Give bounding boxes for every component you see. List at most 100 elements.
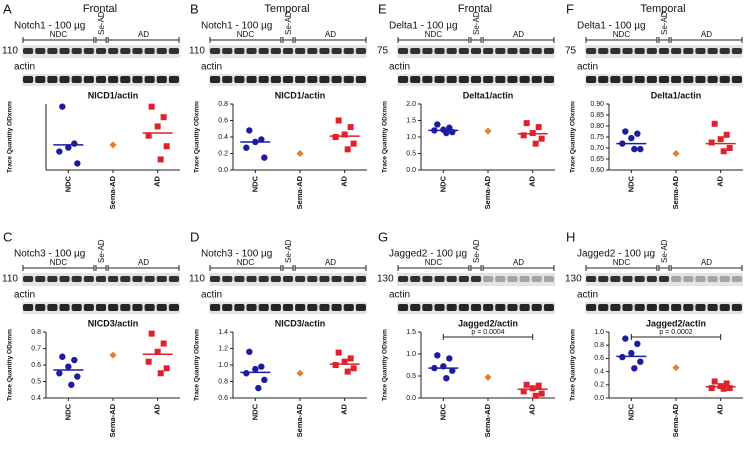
x-tick-label: NDC [626, 175, 635, 192]
blot-band [470, 48, 482, 54]
data-point [631, 365, 638, 372]
actin-band [507, 304, 518, 311]
blot-band [598, 48, 609, 54]
blot-group-label: AD [701, 30, 712, 39]
data-point [145, 358, 152, 365]
actin-band [355, 304, 366, 311]
actin-band [470, 76, 482, 83]
data-point [347, 124, 354, 131]
data-point [56, 148, 63, 155]
actin-band [95, 304, 107, 311]
region-title: Temporal [264, 3, 309, 15]
actin-band [307, 304, 318, 311]
actin-band [144, 76, 155, 83]
y-tick-label: 0.4 [594, 368, 604, 375]
blot-band [144, 276, 155, 282]
blot-group-label: Se-AD [284, 239, 293, 263]
actin-band [108, 304, 119, 311]
data-point [160, 114, 167, 121]
y-tick-label: 0.0 [218, 167, 228, 174]
blot-group-label: AD [701, 258, 712, 267]
actin-band [222, 304, 233, 311]
blot-band [695, 276, 706, 282]
y-tick-label: 0.70 [590, 145, 604, 152]
actin-band [210, 304, 221, 311]
data-point [296, 369, 304, 377]
blot-band [355, 48, 366, 54]
data-point [154, 123, 161, 130]
data-point [637, 145, 644, 153]
blot-band [731, 276, 742, 282]
blot-band [282, 276, 294, 282]
data-point [446, 355, 453, 362]
blot-band [646, 48, 657, 54]
blot-band [458, 48, 469, 54]
actin-band [168, 304, 179, 311]
x-tick-label: Sema-AD [295, 403, 304, 437]
actin-band [531, 304, 542, 311]
blot-band [168, 48, 179, 54]
actin-band [422, 76, 433, 83]
data-point [157, 156, 164, 163]
data-point [434, 121, 441, 128]
blot-band [319, 276, 330, 282]
actin-band [23, 304, 34, 311]
actin-band [446, 304, 457, 311]
actin-band [307, 76, 318, 83]
blot-band [331, 48, 342, 54]
blot-band [634, 48, 645, 54]
y-tick-label: 0.80 [590, 123, 604, 130]
panel: F Temporal NDC Se-AD AD 75 Delta1 - 100 µg acti… [565, 1, 743, 209]
data-point [71, 356, 78, 364]
y-tick-label: 0.0 [594, 395, 604, 402]
actin-band [83, 76, 94, 83]
actin-band [719, 76, 730, 83]
actin-band [634, 304, 645, 311]
mw-marker: 110 [2, 46, 18, 57]
blot-band [210, 276, 221, 282]
data-point [529, 385, 536, 392]
actin-band [495, 304, 506, 311]
actin-band [295, 76, 306, 83]
blot-band [422, 276, 433, 282]
data-point [726, 385, 733, 392]
data-point [723, 131, 730, 138]
actin-band [410, 76, 421, 83]
actin-band [120, 304, 131, 311]
data-point [637, 358, 644, 365]
actin-band [156, 76, 167, 83]
plot-title: NICD1/actin [88, 90, 139, 100]
blot-group-label: AD [325, 30, 336, 39]
loading-control: actin [389, 290, 410, 301]
blot-group-label: NDC [425, 30, 443, 39]
blot-band [295, 48, 306, 54]
data-point [634, 130, 641, 137]
blot-group-label: NDC [50, 30, 68, 39]
actin-band [671, 76, 682, 83]
blot-band [307, 48, 318, 54]
actin-band [47, 304, 58, 311]
blot-band [695, 48, 706, 54]
y-tick-label: 1.5 [406, 329, 416, 336]
blot-band [83, 276, 94, 282]
blot-group-label: NDC [237, 258, 255, 267]
blot-band [108, 48, 119, 54]
actin-band [422, 304, 433, 311]
y-tick-label: 0.5 [406, 150, 416, 157]
actin-band [598, 76, 609, 83]
x-tick-label: AD [528, 175, 537, 186]
actin-band [59, 304, 70, 311]
data-point [163, 143, 170, 150]
actin-band [222, 76, 233, 83]
x-tick-label: NDC [63, 175, 72, 192]
data-point [68, 381, 75, 388]
data-point [56, 370, 63, 377]
actin-band [132, 76, 143, 83]
actin-band [319, 304, 330, 311]
actin-band [543, 304, 554, 311]
blot-band [270, 48, 281, 54]
data-point [711, 120, 718, 127]
plot-title: Jagged2/actin [646, 318, 706, 328]
y-tick-label: 0.2 [594, 382, 604, 389]
actin-band [410, 304, 421, 311]
